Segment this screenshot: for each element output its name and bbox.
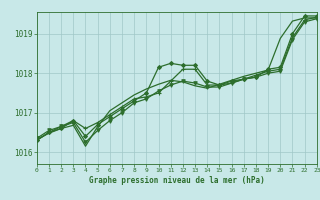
- X-axis label: Graphe pression niveau de la mer (hPa): Graphe pression niveau de la mer (hPa): [89, 176, 265, 185]
